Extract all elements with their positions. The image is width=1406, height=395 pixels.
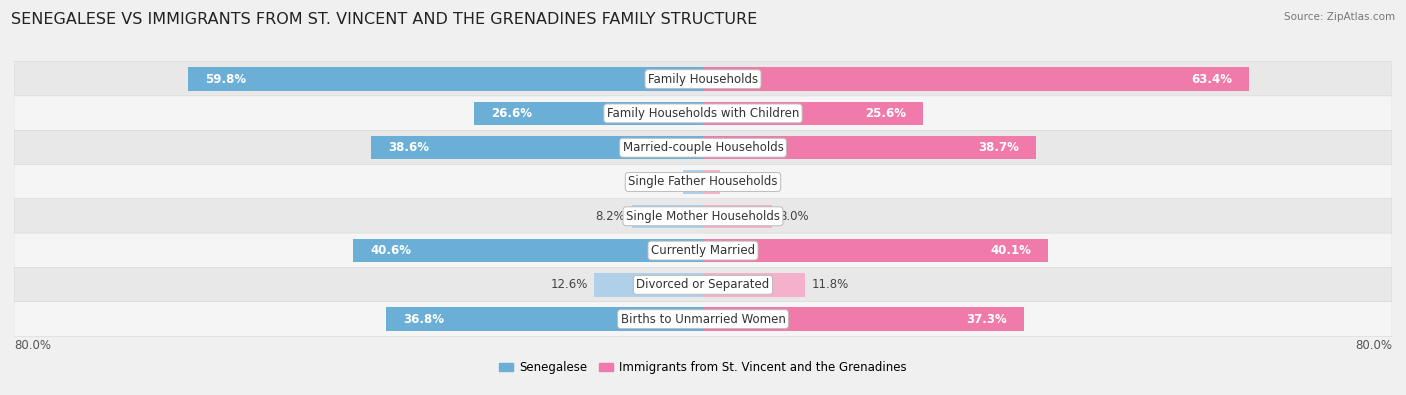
- Text: 8.2%: 8.2%: [596, 210, 626, 223]
- Text: Family Households: Family Households: [648, 73, 758, 86]
- Bar: [703, 205, 772, 228]
- Text: Married-couple Households: Married-couple Households: [623, 141, 783, 154]
- Text: Family Households with Children: Family Households with Children: [607, 107, 799, 120]
- Bar: [683, 170, 703, 194]
- FancyBboxPatch shape: [14, 130, 1392, 165]
- Text: 38.7%: 38.7%: [979, 141, 1019, 154]
- Bar: [703, 239, 1049, 262]
- Text: 40.6%: 40.6%: [371, 244, 412, 257]
- Bar: [353, 239, 703, 262]
- FancyBboxPatch shape: [14, 164, 1392, 199]
- Text: 63.4%: 63.4%: [1191, 73, 1232, 86]
- Bar: [703, 170, 720, 194]
- Text: Divorced or Separated: Divorced or Separated: [637, 278, 769, 292]
- Bar: [387, 307, 703, 331]
- Text: Source: ZipAtlas.com: Source: ZipAtlas.com: [1284, 12, 1395, 22]
- Bar: [703, 102, 924, 125]
- Bar: [188, 68, 703, 91]
- Text: Currently Married: Currently Married: [651, 244, 755, 257]
- Bar: [474, 102, 703, 125]
- Text: 26.6%: 26.6%: [491, 107, 531, 120]
- Text: 36.8%: 36.8%: [404, 312, 444, 325]
- Bar: [595, 273, 703, 297]
- Bar: [703, 68, 1249, 91]
- Text: 80.0%: 80.0%: [1355, 339, 1392, 352]
- Bar: [703, 307, 1024, 331]
- Text: Single Father Households: Single Father Households: [628, 175, 778, 188]
- Text: 40.1%: 40.1%: [990, 244, 1031, 257]
- Text: 80.0%: 80.0%: [14, 339, 51, 352]
- Text: 59.8%: 59.8%: [205, 73, 246, 86]
- FancyBboxPatch shape: [14, 199, 1392, 234]
- Text: SENEGALESE VS IMMIGRANTS FROM ST. VINCENT AND THE GRENADINES FAMILY STRUCTURE: SENEGALESE VS IMMIGRANTS FROM ST. VINCEN…: [11, 12, 758, 27]
- Legend: Senegalese, Immigrants from St. Vincent and the Grenadines: Senegalese, Immigrants from St. Vincent …: [495, 356, 911, 379]
- FancyBboxPatch shape: [14, 302, 1392, 337]
- Text: Single Mother Households: Single Mother Households: [626, 210, 780, 223]
- FancyBboxPatch shape: [14, 96, 1392, 131]
- Text: 11.8%: 11.8%: [811, 278, 849, 292]
- Bar: [703, 273, 804, 297]
- Text: 38.6%: 38.6%: [388, 141, 429, 154]
- Text: 2.0%: 2.0%: [727, 175, 756, 188]
- Text: Births to Unmarried Women: Births to Unmarried Women: [620, 312, 786, 325]
- Text: 2.3%: 2.3%: [647, 175, 676, 188]
- FancyBboxPatch shape: [14, 233, 1392, 268]
- Text: 8.0%: 8.0%: [779, 210, 808, 223]
- Text: 25.6%: 25.6%: [865, 107, 907, 120]
- FancyBboxPatch shape: [14, 267, 1392, 302]
- Bar: [703, 136, 1036, 159]
- FancyBboxPatch shape: [14, 62, 1392, 97]
- Text: 12.6%: 12.6%: [550, 278, 588, 292]
- Bar: [371, 136, 703, 159]
- Bar: [633, 205, 703, 228]
- Text: 37.3%: 37.3%: [966, 312, 1007, 325]
